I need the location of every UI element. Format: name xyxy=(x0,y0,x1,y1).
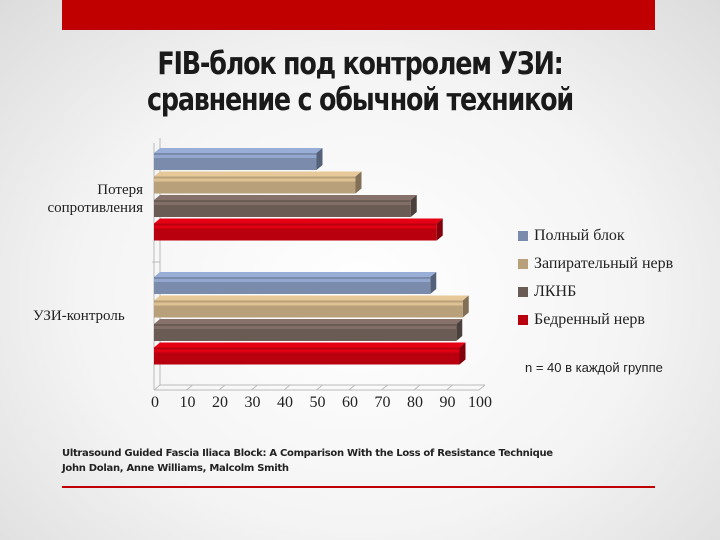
legend-item-4: Бедренный нерв xyxy=(518,306,673,334)
legend-swatch-2 xyxy=(518,259,528,269)
x-tick-label-0: 0 xyxy=(151,394,159,412)
chart-legend: Полный блок Запирательный нерв ЛКНБ Бедренн… xyxy=(518,222,673,334)
x-tick-label-10: 10 xyxy=(180,394,196,412)
reference-title: Ultrasound Guided Fascia Iliaca Block: A… xyxy=(62,446,553,461)
legend-swatch-1 xyxy=(518,231,528,241)
x-tick-label-40: 40 xyxy=(277,394,293,412)
category-label-1-line-2: сопротивления xyxy=(3,199,143,217)
x-tick-label-70: 70 xyxy=(375,394,391,412)
x-grid-tick-20 xyxy=(219,385,225,390)
sample-size-note: n = 40 в каждой группе xyxy=(525,360,663,375)
bar-highlight-1-2 xyxy=(154,179,356,182)
bar-highlight-2-2 xyxy=(154,303,463,306)
x-grid-tick-30 xyxy=(252,385,258,390)
x-grid-tick-70 xyxy=(382,385,388,390)
category-label-1-line-1: Потеря xyxy=(3,181,143,199)
x-grid-tick-90 xyxy=(447,385,453,390)
bar-top-1-3 xyxy=(154,195,417,200)
legend-label-4: Бедренный нерв xyxy=(534,311,645,329)
bar-highlight-2-1 xyxy=(154,279,430,282)
bar-highlight-2-4 xyxy=(154,350,460,353)
x-grid-tick-0 xyxy=(154,385,160,390)
legend-label-3: ЛКНБ xyxy=(534,283,576,301)
category-label-2: УЗИ-контроль xyxy=(33,307,173,325)
x-grid-tick-60 xyxy=(349,385,355,390)
category-label-2-line-1: УЗИ-контроль xyxy=(33,307,173,325)
x-grid-tick-100 xyxy=(479,385,485,390)
bar-top-2-2 xyxy=(154,296,469,301)
legend-swatch-3 xyxy=(518,287,528,297)
category-label-1: Потеря сопротивления xyxy=(3,181,143,217)
bar-top-1-2 xyxy=(154,172,362,177)
bar-top-2-1 xyxy=(154,272,436,277)
legend-label-2: Запирательный нерв xyxy=(534,255,673,273)
reference-citation: Ultrasound Guided Fascia Iliaca Block: A… xyxy=(62,446,553,476)
x-grid-tick-50 xyxy=(317,385,323,390)
x-tick-label-80: 80 xyxy=(407,394,423,412)
bottom-accent-line xyxy=(62,486,655,488)
reference-authors: John Dolan, Anne Williams, Malcolm Smith xyxy=(62,461,553,476)
x-tick-label-60: 60 xyxy=(342,394,358,412)
legend-item-2: Запирательный нерв xyxy=(518,250,673,278)
x-grid-tick-10 xyxy=(187,385,193,390)
legend-item-3: ЛКНБ xyxy=(518,278,673,306)
bar-top-1-4 xyxy=(154,219,443,224)
x-tick-label-50: 50 xyxy=(310,394,326,412)
bar-highlight-1-1 xyxy=(154,155,317,158)
x-tick-label-100: 100 xyxy=(468,394,492,412)
x-tick-label-30: 30 xyxy=(245,394,261,412)
x-tick-label-90: 90 xyxy=(440,394,456,412)
bar-highlight-1-3 xyxy=(154,202,411,205)
bar-top-2-3 xyxy=(154,319,462,324)
legend-item-1: Полный блок xyxy=(518,222,673,250)
bar-highlight-1-4 xyxy=(154,226,437,229)
legend-label-1: Полный блок xyxy=(534,227,625,245)
legend-swatch-4 xyxy=(518,315,528,325)
x-tick-label-20: 20 xyxy=(212,394,228,412)
bar-top-1-1 xyxy=(154,148,323,153)
x-grid-tick-80 xyxy=(414,385,420,390)
x-grid-tick-40 xyxy=(284,385,290,390)
bar-highlight-2-3 xyxy=(154,326,456,329)
bar-top-2-4 xyxy=(154,343,466,348)
